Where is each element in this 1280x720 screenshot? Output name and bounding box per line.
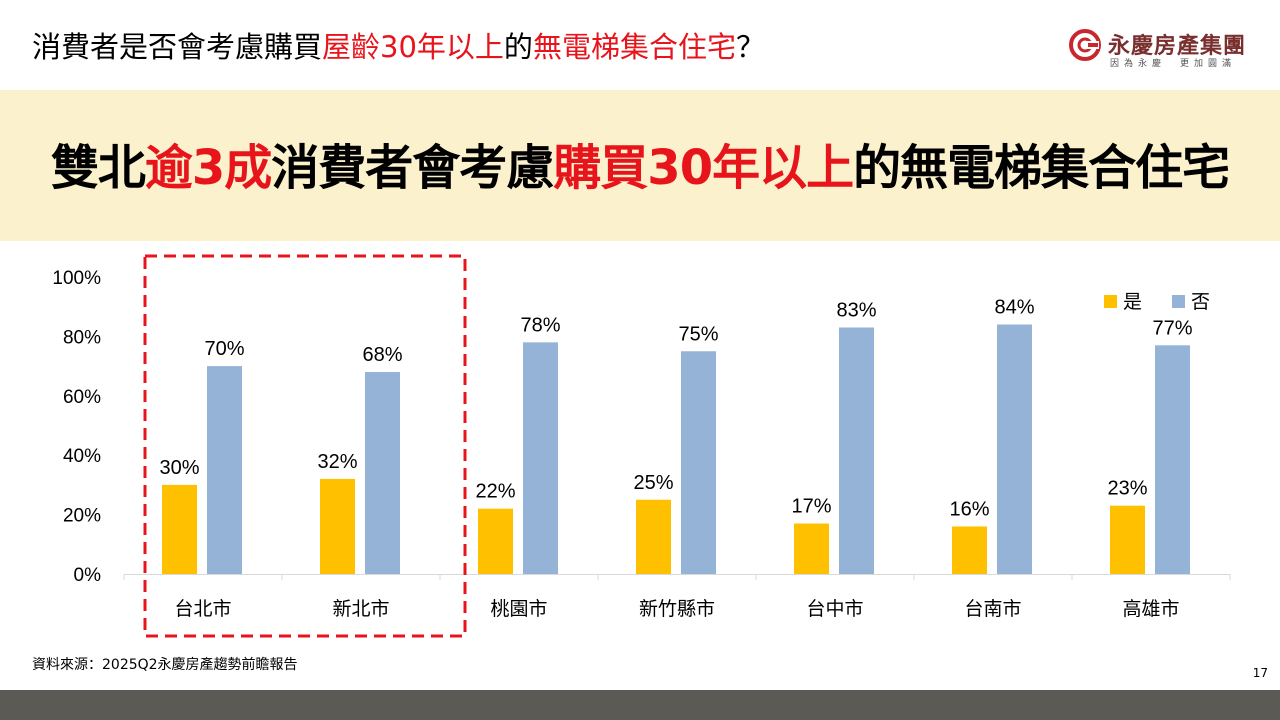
data-label: 30% [159,457,199,479]
logo-name: 永慶房產集團 [1108,34,1247,59]
highlight-box [143,254,467,638]
legend-swatch-no [1172,295,1185,308]
bar-yes [1110,505,1145,574]
x-category-label: 新北市 [332,598,389,620]
headline-banner: 雙北逾3成消費者會考慮購買30年以上的無電梯集合住宅 [0,90,1280,241]
headline-highlight-purchase: 購買30年以上 [553,140,854,196]
y-tick-label: 60% [63,387,101,408]
company-logo: 永慶房產集團 因為永慶 更加圓滿 [1068,26,1248,72]
footer-bar [0,690,1280,720]
data-label: 70% [204,338,244,360]
logo-slogan: 因為永慶 更加圓滿 [1110,59,1237,69]
data-label: 78% [520,314,560,336]
y-tick-label: 100% [52,268,101,289]
title-text-1: 消費者是否會考慮購買 [32,30,323,64]
bar-no [365,372,400,574]
bar-yes [636,499,671,574]
data-label: 68% [362,344,402,366]
bar-yes [952,526,987,574]
data-label: 16% [949,498,989,520]
page-number: 17 [1252,666,1268,680]
headline-text-3: 的無電梯集合住宅 [853,140,1230,196]
title-highlight-age: 屋齡30年以上 [322,30,504,64]
source-note: 資料來源：2025Q2永慶房產趨勢前瞻報告 [32,657,298,673]
x-category-label: 桃園市 [490,598,547,620]
data-label: 77% [1152,317,1192,339]
bar-chart: 0% 20% 40% 60% 80% 100% 30% 70% 台北市 32% 68% 新北市 22% 7… [52,254,1231,638]
headline: 雙北逾3成消費者會考慮購買30年以上的無電梯集合住宅 [0,128,1280,198]
bar-yes [478,508,513,574]
bar-no [681,351,716,574]
y-tick-label: 40% [63,446,101,467]
data-label: 32% [317,451,357,473]
headline-text-1: 雙北 [50,140,146,196]
legend-swatch-yes [1104,295,1117,308]
title-text-3: ？ [735,30,765,64]
data-label: 22% [475,481,515,503]
data-label: 84% [994,297,1034,319]
bar-no [839,327,874,574]
bar-yes [162,484,197,574]
data-label: 25% [633,472,673,494]
slide-title: 消費者是否會考慮購買屋齡30年以上的無電梯集合住宅？ [32,24,765,66]
data-label: 23% [1107,478,1147,500]
bar-no [207,366,242,574]
bar-yes [794,523,829,574]
headline-highlight-share: 逾3成 [144,140,272,196]
bar-no [1155,345,1190,574]
legend-label: 否 [1191,292,1210,313]
logo-mark-icon [1069,29,1101,61]
y-tick-label: 80% [63,327,101,348]
bar-yes [320,478,355,574]
y-tick-label: 0% [74,565,102,586]
bar-no [523,342,558,574]
y-tick-label: 20% [63,506,101,527]
title-highlight-building: 無電梯集合住宅 [532,30,736,64]
x-category-label: 台中市 [806,598,863,620]
data-label: 83% [836,299,876,321]
x-category-label: 新竹縣市 [639,598,715,620]
bar-no [997,324,1032,574]
x-category-label: 高雄市 [1122,598,1179,620]
x-category-label: 台北市 [174,598,231,620]
title-text-2: 的 [503,30,533,64]
data-label: 17% [791,496,831,518]
x-category-label: 台南市 [964,598,1021,620]
headline-text-2: 消費者會考慮 [271,140,554,196]
data-label: 75% [678,323,718,345]
legend-label: 是 [1123,292,1142,313]
